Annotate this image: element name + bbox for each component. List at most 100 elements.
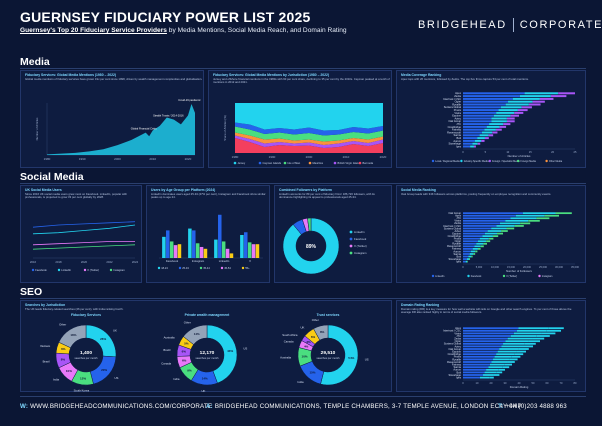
bar <box>463 128 485 131</box>
bar <box>497 232 503 235</box>
bar <box>177 244 182 258</box>
category-label: Crestbridge <box>448 125 462 129</box>
x-tick-label: 2016 <box>30 260 37 264</box>
slice-value: 4% <box>304 344 309 348</box>
panel-media-ranking: Media Coverage Ranking Apex tops with 26… <box>396 70 586 168</box>
section-divider-social <box>20 183 586 184</box>
category-label: Apex <box>455 91 462 95</box>
x-tick-label: 2020 <box>185 157 192 161</box>
bar <box>463 235 483 237</box>
x-tick-label: 10 <box>476 381 479 385</box>
footer-phone-value[interactable]: +44 (0)203 4888 963 <box>505 403 567 410</box>
legend-swatch <box>157 266 161 270</box>
legend-label: LinkedIn <box>354 230 365 234</box>
bar <box>463 253 470 255</box>
series-area <box>235 126 383 142</box>
bar <box>255 244 260 258</box>
chart-jurisdiction-share: 1980 1990 2000 2010 2020 Share of Articles (%… <box>223 103 387 165</box>
bar <box>475 250 478 253</box>
category-label: Rysaffe <box>452 102 461 106</box>
legend-label: Mauritius <box>313 161 324 165</box>
donut-title: Private wealth management <box>185 313 231 317</box>
bar <box>505 103 529 106</box>
bar <box>463 222 500 225</box>
bar <box>488 366 503 369</box>
bar <box>463 230 488 232</box>
x-tick-label: 1990 <box>269 155 276 159</box>
chart-combined-followers: 89% LinkedIn Facebook X (Twitter) Instagram <box>282 217 367 275</box>
category-label: Praxis <box>454 237 462 241</box>
category-label: Equiom <box>452 114 461 118</box>
legend-swatch <box>349 244 353 248</box>
slice-label: US <box>365 358 369 362</box>
bar <box>496 111 515 114</box>
category-label: Bolt <box>457 136 462 140</box>
bar <box>544 214 559 217</box>
slice-label: South Africa <box>282 333 298 337</box>
legend-label: Bermuda <box>363 161 374 165</box>
bar <box>503 342 525 345</box>
bar <box>528 219 540 222</box>
bar <box>504 363 512 366</box>
bar <box>463 212 523 215</box>
x-tick-label: 40 <box>518 381 521 385</box>
slice-value: 54% <box>348 356 354 360</box>
center-value: 1,400 <box>80 350 92 356</box>
footer-web-link[interactable]: WWW.BRIDGEHEADCOMMUNICATIONS.COM/CORPORA… <box>30 403 213 410</box>
bar <box>169 241 174 258</box>
bar <box>471 255 473 258</box>
center-value: 29,510 <box>321 350 336 356</box>
slice-value: 12% <box>80 376 86 380</box>
category-label: Suntera Global <box>444 105 462 109</box>
bar <box>463 374 484 376</box>
pie-slice <box>320 324 359 386</box>
panel-desc: LinkedIn dominates users aged 25-34 (47%… <box>151 192 266 200</box>
legend-label: British Virgin Islands <box>338 161 362 165</box>
bar <box>479 376 490 379</box>
bar <box>491 361 508 363</box>
legend-swatch <box>241 266 245 270</box>
legend-swatch <box>258 161 262 165</box>
category-label: Ogier <box>455 100 461 104</box>
bar <box>524 342 536 345</box>
bar <box>463 106 501 109</box>
bar <box>514 111 524 114</box>
category-label: Oak Group <box>448 347 461 351</box>
slice-label: India <box>173 377 180 381</box>
slice-label: Canada <box>284 340 294 344</box>
panel-title: Domain Rating Ranking <box>401 303 440 307</box>
bar <box>476 242 484 245</box>
legend-swatch <box>431 159 435 163</box>
bar <box>463 376 480 379</box>
bar <box>463 217 511 220</box>
x-tick-label: 2000 <box>114 157 121 161</box>
bar <box>221 241 226 258</box>
bar <box>516 350 526 353</box>
slice-label: Canada <box>161 362 171 366</box>
slice-value: 6% <box>61 347 66 351</box>
footer-address: A: BRIDGEHEAD COMMUNICATIONS, TEMPLE CHA… <box>206 403 522 410</box>
x-tick-label: 2018 <box>55 260 62 264</box>
bar <box>500 106 522 109</box>
bar <box>463 258 467 260</box>
category-label: Aztec <box>455 229 462 233</box>
category-label: Stonehage <box>448 257 461 261</box>
bar <box>463 332 514 335</box>
bar <box>501 345 523 348</box>
bar <box>502 366 510 369</box>
panel-desc: Global media mentions of fiduciary servi… <box>25 77 203 81</box>
chart-age-groups: Facebook Instagram LinkedIn X 18-24 25-34 35-4… <box>157 214 263 270</box>
category-label: Vistra <box>454 219 461 223</box>
category-label: Sarnia <box>454 365 462 369</box>
bar <box>463 361 492 363</box>
x-tick-label: 70 <box>560 381 563 385</box>
center-label: searches per month <box>75 356 98 360</box>
legend-swatch <box>57 268 61 272</box>
center-label: searches per month <box>196 356 219 360</box>
bar <box>467 260 468 263</box>
x-axis-label: Number of Articles <box>508 154 531 158</box>
category-label: LinkedIn <box>219 259 230 263</box>
legend-label: Local / Regional Media <box>435 160 460 163</box>
